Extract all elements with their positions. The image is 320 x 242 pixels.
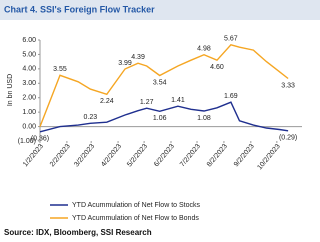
x-tick-label: 6/2/2023 [153, 143, 176, 168]
data-label: 2.24 [100, 98, 114, 105]
y-tick-label: 3.00 [22, 80, 36, 87]
y-tick-label: 6.00 [22, 37, 36, 44]
data-label: 4.39 [131, 54, 145, 61]
data-label: 1.06 [153, 115, 167, 122]
y-tick-label: 2.00 [22, 95, 36, 102]
x-tick-label: 1/2/2023 [22, 143, 45, 168]
y-tick-label: (1.00) [18, 138, 36, 145]
x-tick-label: 7/2/2023 [179, 143, 202, 168]
data-label: 3.55 [53, 66, 67, 73]
data-label: 3.33 [281, 82, 295, 89]
x-tick-label: 2/2/2023 [49, 143, 72, 168]
data-label: 4.60 [210, 64, 224, 71]
series-line [39, 101, 289, 133]
data-label: (0.29) [279, 135, 297, 142]
y-tick-label: 1.00 [22, 109, 36, 116]
x-tick-label: 4/2/2023 [100, 143, 123, 168]
x-tick-label: 3/2/2023 [73, 143, 96, 168]
y-axis-label: In bn USD [7, 74, 14, 106]
chart-title: Chart 4. SSI's Foreign Flow Tracker [4, 4, 155, 14]
data-label: 3.54 [153, 79, 167, 86]
data-label: 5.67 [224, 36, 238, 43]
x-tick-label: 10/2/2023 [256, 143, 281, 171]
data-label: 1.41 [171, 97, 185, 104]
data-label: 4.98 [197, 46, 211, 53]
data-label: 3.99 [118, 60, 132, 67]
series-line [39, 44, 289, 127]
y-tick-label: 4.00 [22, 66, 36, 73]
data-label: 0.23 [84, 114, 98, 121]
y-tick-label: 5.00 [22, 51, 36, 58]
data-label: 1.08 [197, 115, 211, 122]
legend-label: YTD Acummulation of Net Flow to Stocks [72, 202, 200, 209]
x-tick-label: 8/2/2023 [206, 143, 229, 168]
x-tick-label: 5/2/2023 [126, 143, 149, 168]
data-label: (0.36) [31, 136, 49, 143]
y-tick-label: 0.00 [22, 123, 36, 130]
x-tick-label: 9/2/2023 [233, 143, 256, 168]
data-label: 1.69 [224, 93, 238, 100]
source: Source: IDX, Bloomberg, SSI Research [4, 228, 152, 237]
data-label: 1.27 [140, 99, 154, 106]
legend-label: YTD Acummulation of Net Flow to Bonds [72, 215, 199, 222]
title-band [0, 0, 320, 20]
